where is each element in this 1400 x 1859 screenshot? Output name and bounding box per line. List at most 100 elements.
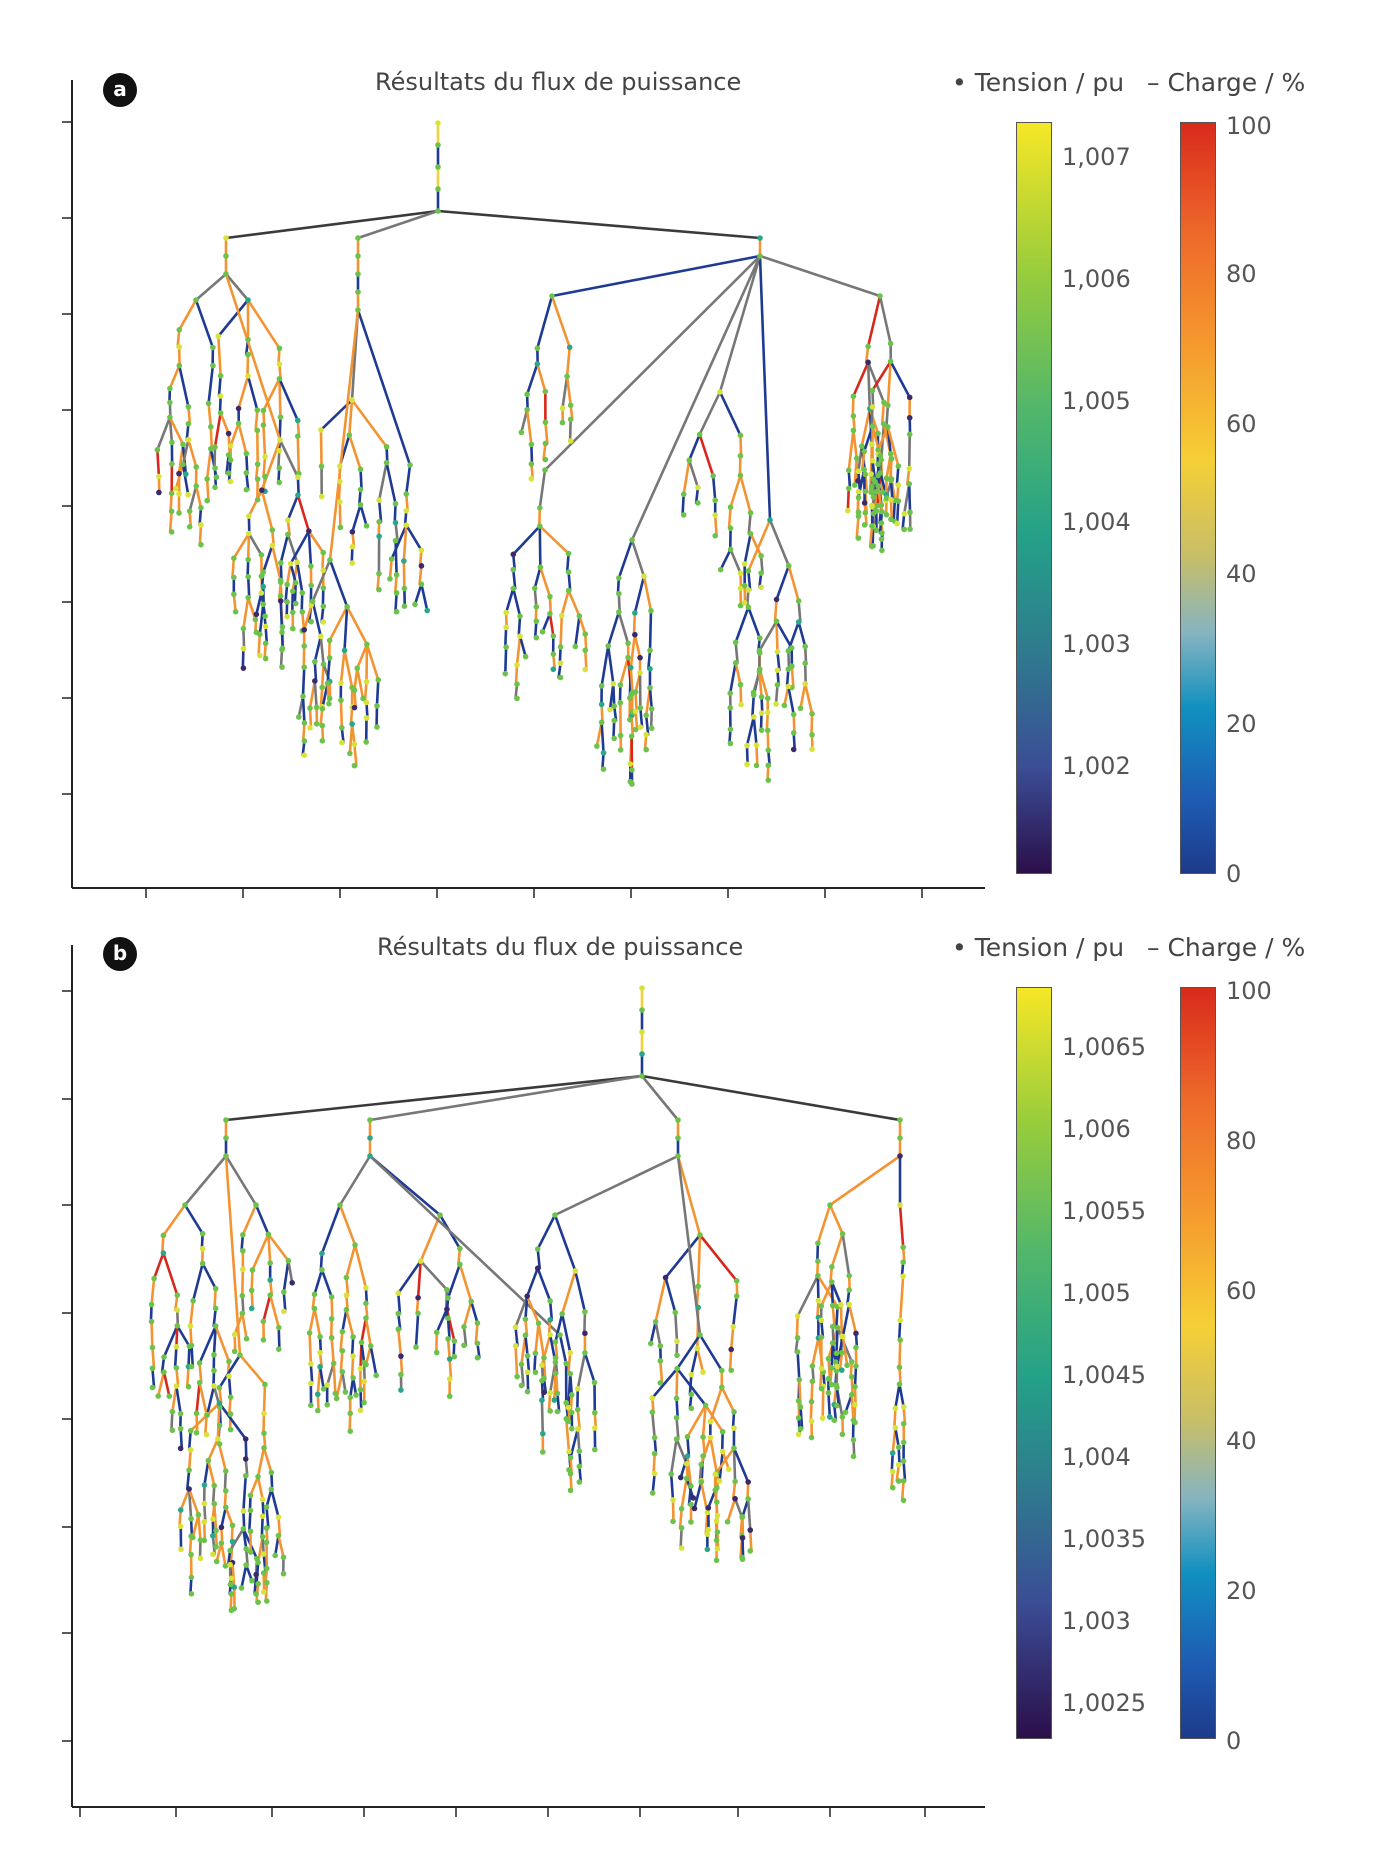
network-line — [419, 1213, 442, 1263]
network-line — [278, 377, 282, 419]
network-line — [846, 487, 851, 512]
network-line — [209, 425, 214, 451]
network-node — [698, 1479, 705, 1485]
network-node — [276, 361, 283, 368]
network-node — [317, 1363, 323, 1370]
network-node — [240, 1247, 246, 1254]
network-line — [319, 686, 324, 708]
loading-tick: 60 — [1226, 1277, 1257, 1305]
network-line — [841, 1335, 849, 1367]
network-node — [349, 543, 356, 550]
network-line — [286, 533, 299, 564]
network-line — [520, 1363, 525, 1387]
network-node — [168, 508, 175, 515]
network-node — [351, 762, 358, 769]
network-node — [678, 1505, 685, 1512]
network-node — [363, 523, 370, 529]
network-node — [825, 1375, 832, 1382]
network-node — [611, 735, 617, 742]
network-line — [583, 1310, 587, 1335]
network-line — [862, 425, 874, 453]
network-line — [247, 532, 263, 557]
network-line — [168, 416, 185, 446]
network-line — [246, 532, 251, 561]
network-node — [869, 457, 876, 464]
network-line — [365, 643, 380, 682]
network-node — [765, 777, 772, 783]
network-node — [730, 1324, 737, 1330]
network-line — [446, 1263, 462, 1300]
network-node — [818, 1317, 825, 1324]
network-node — [367, 1135, 373, 1141]
network-line — [711, 474, 717, 502]
network-node — [547, 1408, 553, 1414]
network-node — [567, 1454, 574, 1461]
network-line — [687, 458, 700, 489]
network-line — [198, 523, 203, 546]
network-line — [504, 587, 515, 614]
network-line — [262, 1412, 266, 1435]
network-line — [569, 1427, 580, 1459]
network-node — [727, 525, 734, 531]
network-node — [211, 1482, 218, 1489]
network-line — [188, 484, 198, 513]
network-node — [261, 1430, 267, 1437]
network-line — [162, 1251, 179, 1297]
network-node — [567, 1349, 574, 1356]
network-line — [679, 1526, 683, 1550]
network-line — [839, 1303, 844, 1338]
network-node — [254, 496, 261, 503]
network-node — [802, 660, 808, 667]
network-node — [222, 1488, 229, 1494]
network-node — [878, 520, 885, 526]
network-node — [684, 1453, 691, 1459]
network-line — [755, 743, 759, 767]
network-line — [414, 1312, 420, 1349]
network-node — [764, 727, 771, 734]
network-line — [462, 1300, 473, 1329]
network-node — [301, 752, 308, 759]
network-node — [731, 1409, 737, 1415]
network-node — [185, 1383, 192, 1390]
network-node — [855, 513, 862, 520]
network-node — [834, 1324, 841, 1331]
network-line — [343, 649, 354, 689]
network-line — [647, 649, 652, 671]
network-line — [560, 1312, 572, 1354]
network-node — [591, 1409, 598, 1416]
network-node — [308, 618, 314, 625]
network-line — [851, 394, 855, 418]
network-node — [435, 186, 441, 192]
network-line — [156, 448, 161, 478]
network-line — [207, 364, 215, 405]
network-node — [559, 419, 566, 426]
network-node — [591, 1425, 598, 1431]
network-line — [246, 353, 250, 378]
network-node — [326, 637, 333, 644]
network-node — [212, 465, 218, 471]
network-line — [350, 1354, 355, 1380]
network-line — [250, 1289, 254, 1310]
network-line — [548, 612, 555, 638]
voltage-tick: 1,0045 — [1062, 1361, 1146, 1389]
network-node — [524, 1293, 530, 1299]
network-node — [818, 1303, 825, 1309]
network-node — [392, 537, 399, 544]
network-line — [600, 644, 610, 688]
network-node — [289, 588, 296, 595]
network-node — [872, 479, 878, 485]
network-node — [262, 623, 269, 630]
network-node — [557, 644, 564, 650]
network-line — [795, 1314, 799, 1340]
network-node — [376, 519, 382, 525]
network-node — [174, 1323, 181, 1329]
network-line — [229, 422, 240, 448]
network-node — [363, 1285, 369, 1291]
network-line — [207, 402, 213, 429]
network-node — [262, 453, 268, 460]
network-node — [907, 526, 913, 532]
network-node — [536, 505, 543, 511]
network-line — [169, 491, 173, 513]
network-line — [855, 514, 860, 540]
network-line — [719, 548, 732, 571]
